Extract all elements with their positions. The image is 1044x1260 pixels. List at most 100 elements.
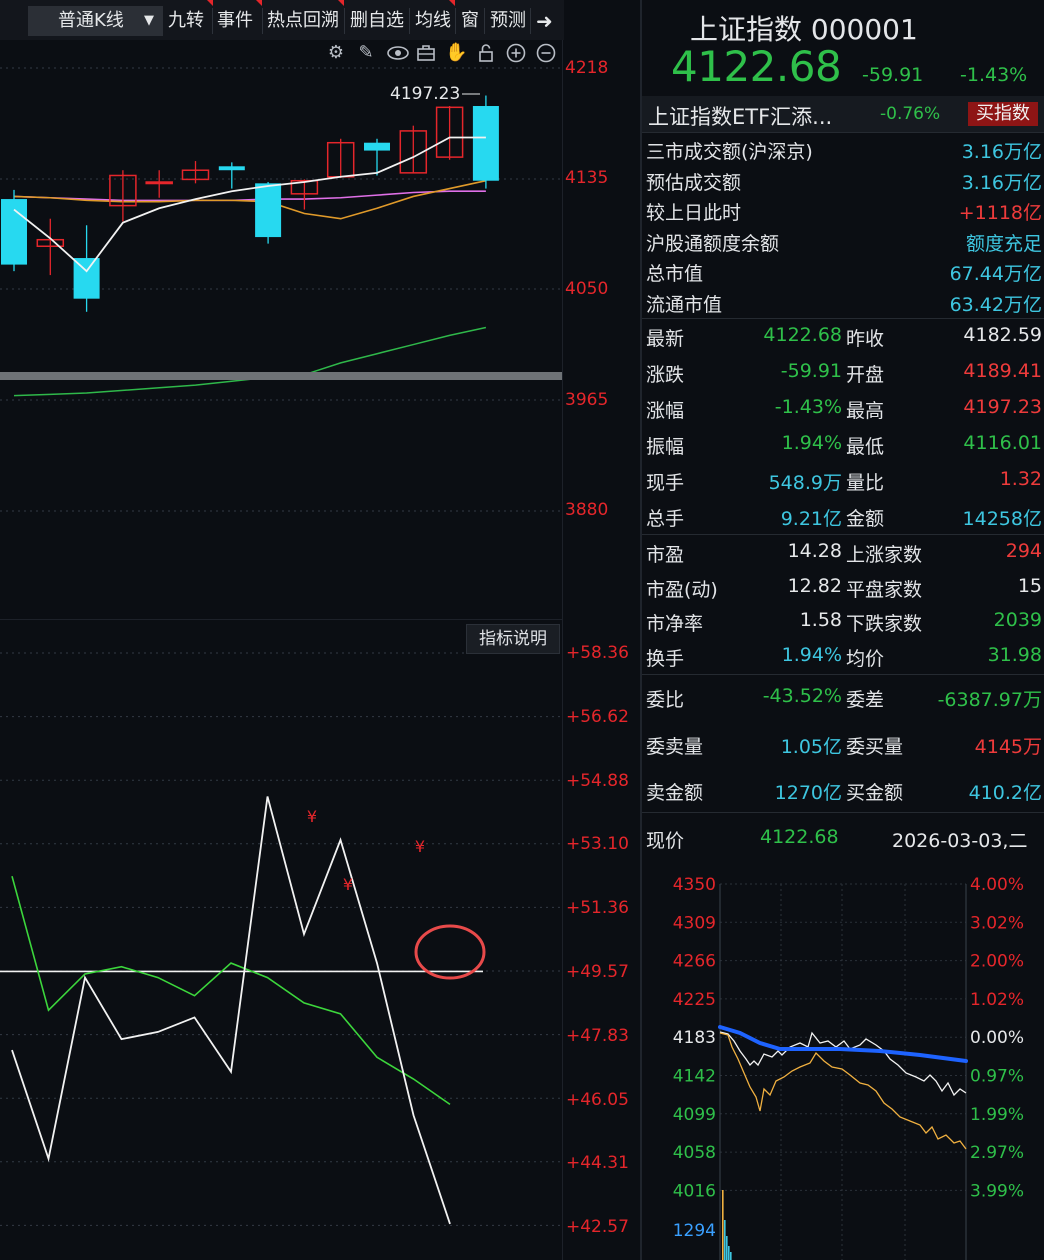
valuation-label: 均价: [846, 647, 885, 670]
indicator-tick: +58.36: [566, 643, 629, 663]
volume-tick: 1294: [673, 1221, 716, 1241]
market-stat-label: 总市值: [646, 263, 704, 285]
price-change: -59.91: [862, 64, 924, 86]
intraday-price-tick: 4142: [673, 1067, 716, 1087]
chart-toolbar: 普通K线 ▼ 九转 事件 热点回溯 删自选 均线 窗 预测 ➜: [0, 0, 564, 40]
order-value: 1.05亿: [780, 735, 842, 758]
market-stat-value: 3.16万亿: [961, 141, 1042, 163]
toolbox-icon[interactable]: [415, 42, 437, 64]
indicator-help-button[interactable]: 指标说明: [466, 624, 560, 654]
indicator-tick: +54.88: [566, 770, 629, 791]
buy-index-button[interactable]: 买指数: [968, 102, 1038, 126]
volume-bar: [726, 1236, 728, 1260]
tab-window[interactable]: 窗: [461, 10, 479, 31]
eye-icon[interactable]: [385, 42, 411, 64]
alert-dot: [338, 0, 344, 6]
quote-value: 548.9万: [768, 472, 842, 494]
tab-moving-average[interactable]: 均线: [415, 10, 451, 31]
quote-label: 量比: [846, 472, 885, 494]
quote-label: 最低: [846, 436, 885, 458]
quote-value: 1.94%: [781, 432, 842, 454]
intraday-avg-line: [719, 1032, 967, 1150]
intraday-price-tick: 4309: [673, 913, 716, 933]
last-price: 4122.68: [671, 42, 842, 91]
volume-bar: [730, 1252, 732, 1260]
order-label: 委比: [646, 689, 685, 711]
quote-value: 4197.23: [963, 396, 1042, 418]
indicator-tick: +47.83: [566, 1025, 629, 1046]
intraday-price-tick: 4225: [673, 990, 716, 1010]
order-value: 4145万: [974, 735, 1042, 758]
alert-dot: [256, 0, 262, 6]
quote-value: 4189.41: [963, 360, 1042, 382]
candle-body: [472, 106, 499, 181]
market-stat-value: 3.16万亿: [961, 171, 1042, 194]
index-trend-line: [718, 1025, 968, 1063]
candle-body: [364, 142, 390, 151]
indicator-tick: +44.31: [566, 1153, 629, 1174]
valuation-label: 换手: [646, 647, 685, 670]
ma-pink-line: [13, 190, 486, 202]
order-label: 卖金额: [646, 782, 704, 804]
quote-value: 4122.68: [763, 324, 842, 346]
order-value: -6387.97万: [937, 689, 1042, 711]
price-tick: 4050: [565, 279, 609, 299]
valuation-value: 294: [1005, 540, 1042, 562]
intraday-pct-tick: 2.97%: [970, 1143, 1024, 1163]
quote-value: 1.32: [999, 468, 1042, 490]
intraday-chart[interactable]: 4350 4309 4266 4225 4183 4142 4099 4058 4016 4.00…: [642, 860, 1044, 1260]
intraday-date: 2026-03-03,二: [892, 830, 1028, 852]
order-label: 买金额: [846, 782, 904, 804]
ma-white-line: [13, 136, 486, 273]
quote-label: 金额: [846, 508, 885, 530]
intraday-price-tick: 4183: [673, 1028, 716, 1048]
valuation-label: 市盈(动): [646, 578, 718, 601]
hand-pan-icon[interactable]: ✋: [445, 42, 468, 63]
zoom-in-icon[interactable]: [505, 42, 527, 64]
etf-name[interactable]: 上证指数ETF汇添...: [648, 105, 833, 129]
quote-value: 4182.59: [963, 324, 1042, 346]
intraday-pct-tick: 2.00%: [970, 952, 1024, 972]
candle-body: [255, 183, 282, 238]
market-stat-label: 三市成交额(沪深京): [646, 141, 813, 163]
tab-events[interactable]: 事件: [217, 10, 253, 31]
order-label: 委卖量: [646, 735, 704, 758]
etf-row[interactable]: 上证指数ETF汇添... -0.76% 买指数: [642, 96, 1044, 132]
kline-chart[interactable]: ¥ ¥ ¥: [0, 0, 640, 1260]
remove-watchlist-button[interactable]: 删自选: [350, 10, 404, 31]
candle-body: [73, 258, 100, 299]
quote-label: 涨幅: [646, 400, 685, 422]
tab-jiuzhuan[interactable]: 九转: [168, 10, 204, 31]
order-value: -43.52%: [762, 685, 842, 707]
quote-value: 14258亿: [962, 508, 1042, 530]
indicator-tick: +51.36: [566, 898, 629, 919]
quote-value: 4116.01: [963, 432, 1042, 454]
scroll-band[interactable]: [0, 372, 562, 380]
tab-forecast[interactable]: 预测: [490, 10, 526, 31]
quote-label: 现手: [646, 472, 685, 494]
zoom-out-icon[interactable]: [535, 42, 557, 64]
valuation-value: 1.94%: [781, 643, 842, 666]
intraday-pct-tick: 1.02%: [970, 990, 1024, 1010]
market-stat-label: 沪股通额度余额: [646, 232, 780, 255]
draw-pen-icon[interactable]: ✎: [358, 42, 374, 63]
market-stat-value: +1118亿: [958, 202, 1042, 224]
etf-change-pct: -0.76%: [880, 104, 941, 124]
kline-type-select[interactable]: 普通K线 ▼: [28, 6, 163, 36]
tab-hot-review[interactable]: 热点回溯: [267, 10, 339, 31]
candle-body: [218, 166, 245, 171]
market-stat-value: 67.44万亿: [949, 263, 1042, 285]
quote-label: 涨跌: [646, 364, 685, 386]
intraday-pct-tick: 0.00%: [970, 1028, 1024, 1048]
price-change-pct: -1.43%: [960, 64, 1028, 86]
collapse-panel-icon[interactable]: ➜: [536, 9, 553, 33]
indicator-tick: +56.62: [566, 706, 629, 727]
intraday-pct-tick: 3.02%: [970, 913, 1024, 933]
intraday-price-tick: 4099: [673, 1105, 716, 1125]
settings-icon[interactable]: ⚙: [327, 42, 345, 63]
stock-title: 上证指数 000001: [690, 13, 918, 46]
candle-body: [109, 174, 137, 207]
candle-body: [145, 181, 173, 185]
valuation-value: 31.98: [987, 643, 1042, 666]
lock-icon[interactable]: [475, 42, 497, 64]
